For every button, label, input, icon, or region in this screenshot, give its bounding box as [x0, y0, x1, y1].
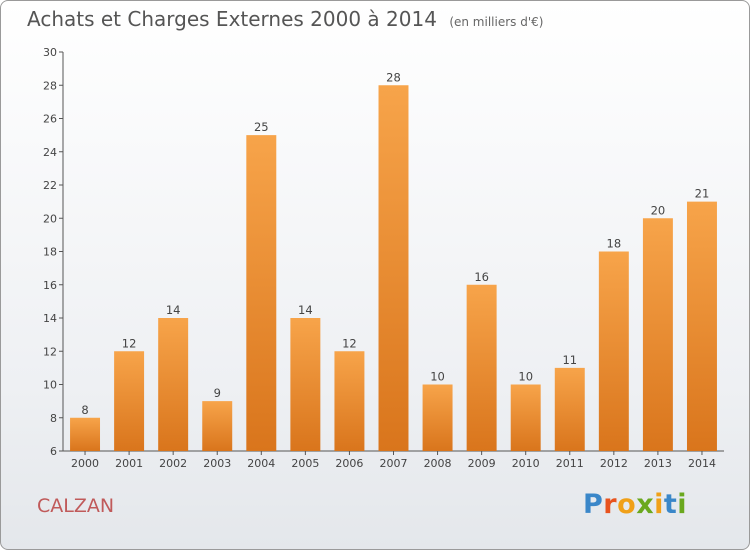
x-tick-label-2010: 2010: [512, 457, 540, 470]
y-tick-label: 22: [43, 179, 57, 192]
x-tick-label-2004: 2004: [247, 457, 275, 470]
x-tick-label-2008: 2008: [424, 457, 452, 470]
data-label-2006: 12: [342, 336, 357, 350]
y-tick-label: 28: [43, 79, 57, 92]
logo-letter: t: [663, 489, 678, 520]
data-label-2011: 11: [562, 353, 577, 367]
logo-letter: o: [617, 489, 637, 520]
data-label-2001: 12: [122, 336, 137, 350]
logo-letter: i: [654, 489, 664, 520]
proxiti-logo[interactable]: Proxiti: [583, 489, 687, 520]
y-tick-label: 20: [43, 212, 57, 225]
bar-2007: [378, 85, 409, 451]
x-tick-label-2002: 2002: [159, 457, 187, 470]
chart-title-text: Achats et Charges Externes 2000 à 2014: [27, 7, 437, 31]
chart-subtitle: (en milliers d'€): [449, 15, 544, 29]
bar-2000: [70, 417, 101, 451]
y-tick-label: 8: [50, 412, 57, 425]
bar-2010: [510, 384, 541, 451]
bar-2013: [642, 218, 673, 451]
y-tick-label: 10: [43, 379, 57, 392]
data-label-2012: 18: [607, 237, 622, 251]
bar-2008: [422, 384, 453, 451]
bar-2003: [202, 401, 233, 451]
data-label-2004: 25: [254, 120, 269, 134]
data-label-2002: 14: [166, 303, 181, 317]
y-tick-label: 24: [43, 146, 57, 159]
data-label-2013: 20: [651, 203, 666, 217]
x-tick-label-2003: 2003: [203, 457, 231, 470]
chart-title: Achats et Charges Externes 2000 à 2014 (…: [27, 7, 543, 31]
bar-2011: [554, 367, 585, 451]
y-tick-label: 16: [43, 279, 57, 292]
x-tick-label-2009: 2009: [468, 457, 496, 470]
x-tick-label-2001: 2001: [115, 457, 143, 470]
logo-letter: i: [677, 489, 688, 520]
data-label-2010: 10: [518, 370, 533, 384]
commune-name: CALZAN: [37, 495, 115, 517]
x-tick-label-2013: 2013: [644, 457, 672, 470]
logo-letter: x: [636, 489, 655, 520]
y-tick-label: 6: [50, 445, 57, 458]
data-label-2008: 10: [430, 370, 445, 384]
data-label-2000: 8: [81, 403, 88, 417]
x-tick-label-2014: 2014: [688, 457, 716, 470]
x-tick-label-2012: 2012: [600, 457, 628, 470]
data-label-2014: 21: [695, 187, 710, 201]
y-tick-label: 14: [43, 312, 57, 325]
data-label-2003: 9: [214, 386, 221, 400]
bar-2012: [598, 251, 629, 451]
x-tick-label-2000: 2000: [71, 457, 99, 470]
x-tick-label-2005: 2005: [291, 457, 319, 470]
bar-2001: [114, 351, 145, 451]
x-tick-label-2007: 2007: [380, 457, 408, 470]
x-tick-label-2006: 2006: [335, 457, 363, 470]
x-tick-label-2011: 2011: [556, 457, 584, 470]
data-label-2007: 28: [386, 70, 401, 84]
bar-2014: [686, 201, 717, 451]
bar-2005: [290, 318, 321, 451]
data-label-2005: 14: [298, 303, 313, 317]
y-tick-label: 12: [43, 345, 57, 358]
bar-2009: [466, 284, 497, 451]
y-tick-label: 30: [43, 46, 57, 59]
bar-2002: [158, 318, 189, 451]
logo-letter: P: [583, 489, 604, 520]
y-tick-label: 18: [43, 246, 57, 259]
data-label-2009: 16: [474, 270, 489, 284]
logo-letter: r: [603, 489, 618, 520]
y-tick-label: 26: [43, 113, 57, 126]
bar-2006: [334, 351, 365, 451]
bar-2004: [246, 135, 277, 451]
